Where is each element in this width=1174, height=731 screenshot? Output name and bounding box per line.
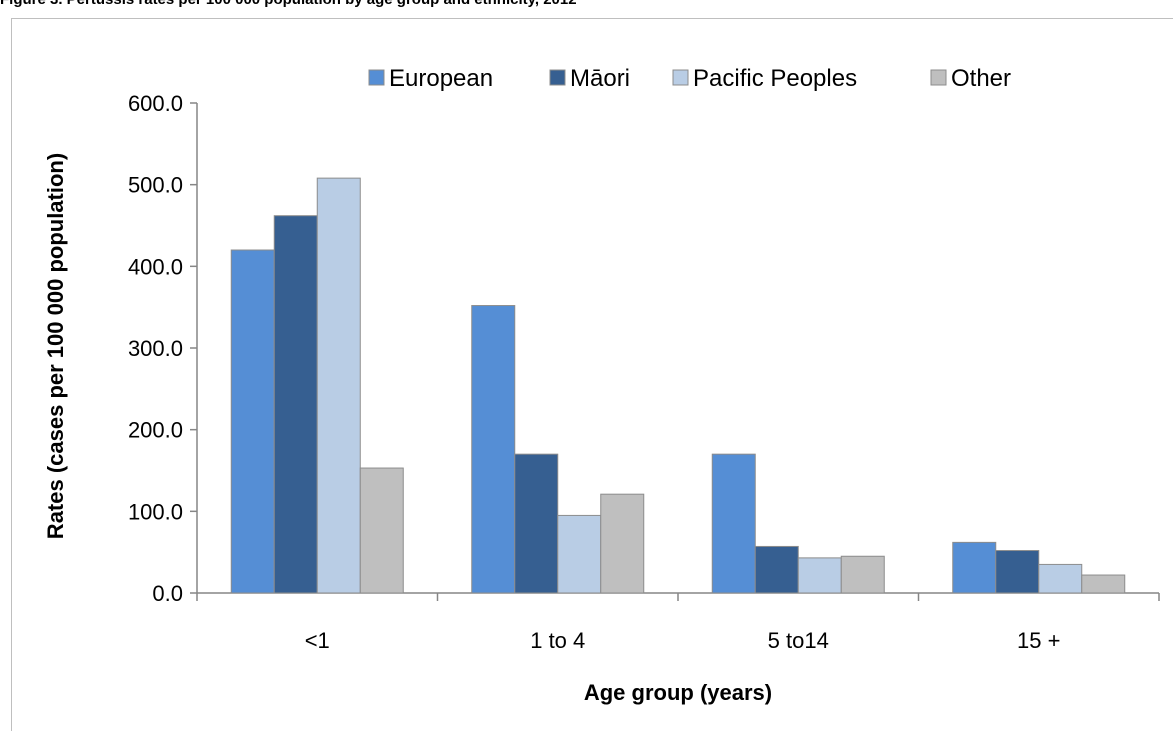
legend-entry: Māori (570, 65, 630, 92)
y-tick-label: 500.0 (128, 173, 183, 198)
y-tick-label: 600.0 (128, 91, 183, 116)
bar-m-ori-3 (995, 550, 1040, 594)
bar-european-0 (230, 249, 275, 594)
bar-other-2 (840, 555, 885, 594)
chart-frame (11, 18, 1173, 731)
y-tick-label: 100.0 (128, 499, 183, 524)
bar-other-3 (1081, 574, 1126, 594)
x-tick-label: <1 (305, 628, 330, 653)
y-axis: 0.0 100.0 200.0 300.0 400.0 500.0 600.0 (128, 91, 198, 606)
bar-m-ori-0 (273, 215, 318, 594)
bar-m-ori-2 (754, 545, 799, 594)
bar-pacific-peoples-2 (797, 557, 842, 594)
bars (230, 177, 1126, 594)
y-tick-label: 300.0 (128, 336, 183, 361)
x-axis: <1 1 to 4 5 to14 15 + (196, 592, 1160, 653)
bar-european-1 (471, 305, 516, 594)
legend-entry: European (389, 65, 493, 92)
figure-caption: Figure 3. Pertussis rates per 100 000 po… (0, 0, 577, 8)
bar-pacific-peoples-1 (557, 514, 602, 594)
bar-european-3 (952, 541, 997, 594)
bar-other-0 (359, 467, 404, 594)
legend-swatch (672, 69, 689, 86)
legend-swatch (549, 69, 566, 86)
bar-pacific-peoples-0 (316, 177, 361, 594)
y-tick-label: 200.0 (128, 418, 183, 443)
x-tick-label: 1 to 4 (530, 628, 585, 653)
legend-swatch (930, 69, 947, 86)
bar-european-2 (711, 453, 756, 594)
x-tick-label: 15 + (1017, 628, 1060, 653)
legend: European Māori Pacific Peoples Other (368, 65, 1011, 92)
bar-m-ori-1 (514, 453, 559, 594)
x-axis-title: Age group (years) (584, 680, 772, 705)
legend-swatch (368, 69, 385, 86)
bar-pacific-peoples-3 (1038, 563, 1083, 594)
legend-entry: Pacific Peoples (693, 65, 857, 92)
y-tick-label: 400.0 (128, 254, 183, 279)
y-axis-title: Rates (cases per 100 000 population) (43, 153, 68, 539)
legend-entry: Other (951, 65, 1011, 92)
bar-other-1 (600, 493, 645, 594)
x-tick-label: 5 to14 (768, 628, 829, 653)
y-tick-label: 0.0 (152, 581, 183, 606)
